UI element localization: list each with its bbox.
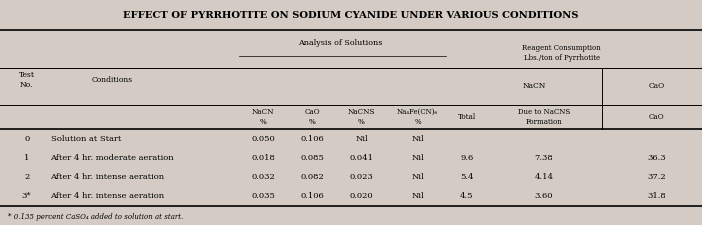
Text: * 0.135 percent CaSO₄ added to solution at start.: * 0.135 percent CaSO₄ added to solution … (8, 213, 184, 221)
Text: 36.3: 36.3 (647, 154, 665, 162)
Text: Due to NaCNS
Formation: Due to NaCNS Formation (518, 108, 570, 126)
Text: 5.4: 5.4 (460, 173, 474, 181)
Text: Conditions: Conditions (92, 76, 133, 84)
Text: 0.018: 0.018 (251, 154, 275, 162)
Text: 37.2: 37.2 (647, 173, 665, 181)
Text: 3*: 3* (22, 192, 32, 200)
Text: 0.106: 0.106 (300, 192, 324, 200)
Text: EFFECT OF PYRRHOTITE ON SODIUM CYANIDE UNDER VARIOUS CONDITIONS: EFFECT OF PYRRHOTITE ON SODIUM CYANIDE U… (124, 11, 578, 20)
Text: 0.050: 0.050 (251, 135, 275, 143)
Text: Reagent Consumption
Lbs./ton of Pyrrhotite: Reagent Consumption Lbs./ton of Pyrrhoti… (522, 44, 601, 62)
Text: Na₄Fe(CN)₆
%: Na₄Fe(CN)₆ % (397, 108, 438, 126)
Text: 4.5: 4.5 (460, 192, 474, 200)
Text: 0.041: 0.041 (350, 154, 373, 162)
Text: 0.085: 0.085 (300, 154, 324, 162)
Text: 0: 0 (24, 135, 29, 143)
Text: Total: Total (458, 113, 476, 121)
Text: NaCN: NaCN (523, 82, 546, 90)
Text: CaO: CaO (649, 113, 664, 121)
Text: After 4 hr. moderate aeration: After 4 hr. moderate aeration (51, 154, 174, 162)
Text: 4.14: 4.14 (534, 173, 554, 181)
Text: 0.035: 0.035 (251, 192, 275, 200)
Text: 1: 1 (24, 154, 29, 162)
Text: 9.6: 9.6 (461, 154, 473, 162)
Text: NaCNS
%: NaCNS % (347, 108, 376, 126)
Text: Nil: Nil (411, 154, 424, 162)
Text: 0.023: 0.023 (350, 173, 373, 181)
Text: Nil: Nil (411, 135, 424, 143)
Text: CaO: CaO (648, 82, 665, 90)
Text: Solution at Start: Solution at Start (51, 135, 121, 143)
Text: 31.8: 31.8 (647, 192, 665, 200)
Text: Nil: Nil (355, 135, 368, 143)
Text: 0.020: 0.020 (350, 192, 373, 200)
Text: 0.106: 0.106 (300, 135, 324, 143)
Text: 3.60: 3.60 (535, 192, 553, 200)
Text: After 4 hr. intense aeration: After 4 hr. intense aeration (51, 173, 165, 181)
Text: NaCN
%: NaCN % (252, 108, 274, 126)
Text: Nil: Nil (411, 173, 424, 181)
Text: 7.38: 7.38 (535, 154, 553, 162)
Text: 0.082: 0.082 (300, 173, 324, 181)
Text: CaO
%: CaO % (305, 108, 320, 126)
Text: Analysis of Solutions: Analysis of Solutions (298, 39, 383, 47)
Text: After 4 hr. intense aeration: After 4 hr. intense aeration (51, 192, 165, 200)
Text: 2: 2 (24, 173, 29, 181)
Text: Test
No.: Test No. (19, 71, 34, 89)
Text: 0.032: 0.032 (251, 173, 275, 181)
Text: Nil: Nil (411, 192, 424, 200)
